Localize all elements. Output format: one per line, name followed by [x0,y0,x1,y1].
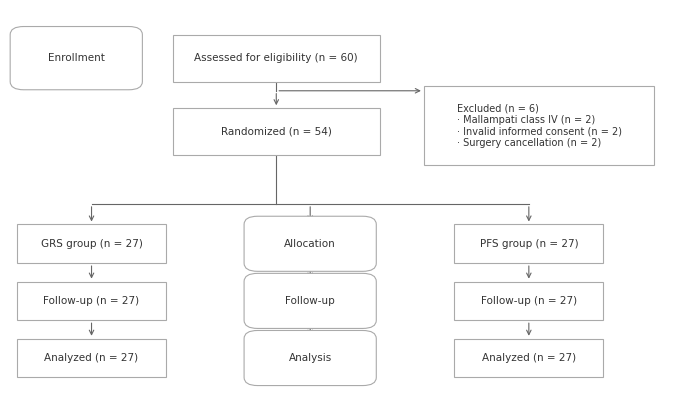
FancyBboxPatch shape [454,224,603,263]
FancyBboxPatch shape [173,108,380,155]
FancyBboxPatch shape [244,273,376,328]
Text: Randomized (n = 54): Randomized (n = 54) [221,126,332,137]
Text: Follow-up: Follow-up [285,296,335,306]
FancyBboxPatch shape [454,282,603,320]
FancyBboxPatch shape [173,35,380,82]
Text: GRS group (n = 27): GRS group (n = 27) [41,239,142,249]
Text: Follow-up (n = 27): Follow-up (n = 27) [43,296,140,306]
Text: Analyzed (n = 27): Analyzed (n = 27) [482,353,576,363]
Text: Allocation: Allocation [284,239,336,249]
FancyBboxPatch shape [424,86,654,165]
Text: Enrollment: Enrollment [48,53,104,63]
Text: Analyzed (n = 27): Analyzed (n = 27) [45,353,138,363]
Text: Analysis: Analysis [289,353,332,363]
Text: Excluded (n = 6)
· Mallampati class IV (n = 2)
· Invalid informed consent (n = 2: Excluded (n = 6) · Mallampati class IV (… [456,103,622,148]
FancyBboxPatch shape [10,27,142,90]
FancyBboxPatch shape [17,339,166,377]
Text: Assessed for eligibility (n = 60): Assessed for eligibility (n = 60) [195,53,358,63]
Text: Follow-up (n = 27): Follow-up (n = 27) [481,296,577,306]
FancyBboxPatch shape [454,339,603,377]
FancyBboxPatch shape [244,216,376,271]
Text: PFS group (n = 27): PFS group (n = 27) [479,239,578,249]
FancyBboxPatch shape [17,224,166,263]
FancyBboxPatch shape [244,330,376,386]
FancyBboxPatch shape [17,282,166,320]
